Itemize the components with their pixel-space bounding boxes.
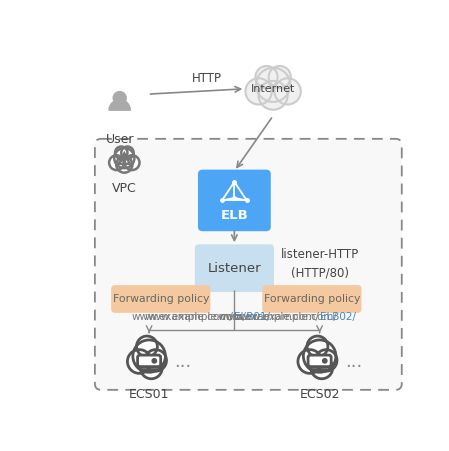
Circle shape [128, 350, 151, 373]
FancyBboxPatch shape [137, 355, 161, 367]
Text: ECS01: ECS01 [129, 387, 169, 400]
Circle shape [121, 147, 134, 159]
Text: Internet: Internet [251, 84, 295, 94]
Text: www.example.com/: www.example.com/ [218, 313, 320, 322]
FancyBboxPatch shape [95, 139, 402, 390]
FancyBboxPatch shape [198, 170, 271, 231]
Circle shape [307, 336, 328, 357]
Text: VPC: VPC [112, 182, 136, 195]
Text: Forwarding policy: Forwarding policy [264, 294, 360, 304]
Circle shape [152, 359, 156, 363]
Text: www.example.com/: www.example.com/ [132, 313, 233, 322]
Text: User: User [106, 133, 134, 146]
Circle shape [304, 340, 336, 372]
Text: www.example.com/: www.example.com/ [145, 313, 247, 322]
Circle shape [115, 147, 128, 159]
Circle shape [269, 66, 291, 88]
Text: www.example.com/: www.example.com/ [236, 313, 338, 322]
Circle shape [274, 78, 301, 105]
Circle shape [145, 350, 167, 371]
Circle shape [113, 92, 126, 105]
Text: ELB: ELB [220, 209, 248, 222]
Text: ...: ... [345, 353, 362, 371]
FancyBboxPatch shape [262, 285, 361, 313]
Text: Forwarding policy: Forwarding policy [113, 294, 209, 304]
FancyBboxPatch shape [308, 355, 331, 367]
Circle shape [116, 156, 132, 173]
Text: ELB01/: ELB01/ [233, 313, 269, 322]
Circle shape [298, 350, 322, 373]
Circle shape [256, 68, 290, 102]
Circle shape [315, 350, 337, 371]
Wedge shape [109, 100, 130, 110]
Circle shape [114, 148, 134, 168]
Circle shape [255, 66, 277, 88]
Circle shape [109, 155, 124, 170]
Text: Listener: Listener [207, 262, 261, 275]
FancyBboxPatch shape [195, 244, 274, 292]
Circle shape [136, 336, 157, 357]
Circle shape [133, 340, 165, 372]
Circle shape [125, 155, 140, 170]
Text: HTTP: HTTP [192, 72, 222, 85]
Text: listener-HTTP
(HTTP/80): listener-HTTP (HTTP/80) [281, 248, 359, 280]
Text: ELB02/: ELB02/ [320, 313, 356, 322]
Text: ...: ... [175, 353, 192, 371]
FancyBboxPatch shape [111, 285, 210, 313]
Circle shape [246, 78, 272, 105]
Circle shape [259, 81, 288, 110]
Text: ECS02: ECS02 [299, 387, 340, 400]
Circle shape [323, 359, 327, 363]
Circle shape [311, 357, 333, 379]
Circle shape [141, 357, 162, 379]
